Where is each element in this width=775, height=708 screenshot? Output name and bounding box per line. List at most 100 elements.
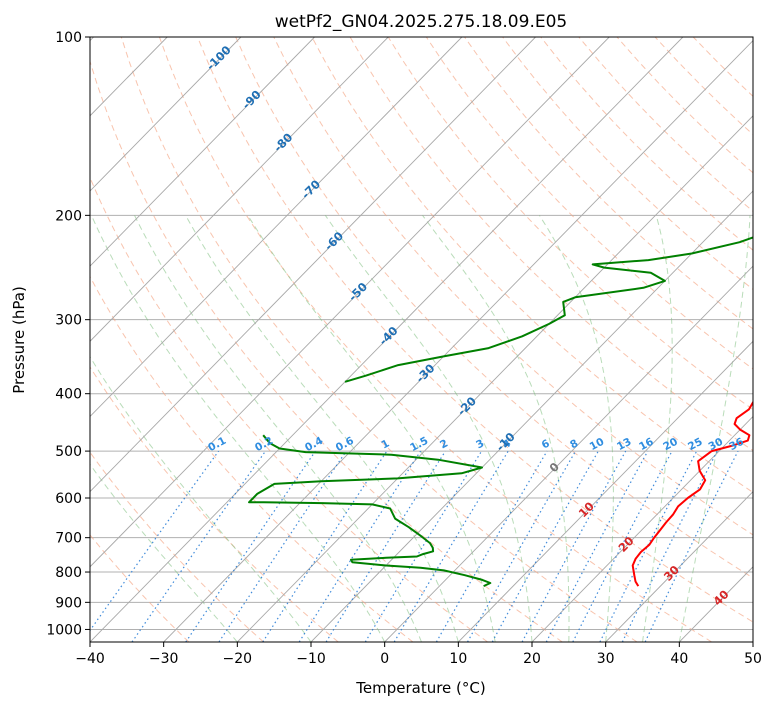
isotherm-label: -20 [454, 394, 479, 419]
dry-adiabat-line [349, 37, 753, 452]
mixing-ratio-line [491, 450, 599, 642]
isotherm-line [90, 37, 242, 192]
y-tick-label: 500 [55, 444, 82, 460]
mixing-ratio-line [364, 450, 483, 642]
moist-adiabat-line [538, 215, 614, 642]
y-tick-label: 200 [55, 208, 82, 224]
mixing-ratio-label: 25 [686, 436, 705, 453]
isotherm-line [605, 491, 753, 642]
isotherm-label: 30 [661, 563, 682, 584]
sounding-profiles [248, 236, 753, 588]
y-tick-label: 300 [55, 313, 82, 329]
mixing-ratio-line [90, 450, 220, 632]
mixing-ratio-label: 30 [707, 436, 726, 453]
moist-adiabat-line [134, 215, 422, 642]
x-axis-label: Temperature (°C) [355, 679, 485, 697]
dry-adiabat-line [235, 37, 753, 579]
isotherm-line [90, 37, 610, 568]
y-tick-label: 100 [55, 30, 82, 46]
isotherm-label: 40 [710, 587, 731, 608]
axes: −40 −30 −20 −10 0 10 20 30 40 50 100 200 300 400 500 60… [46, 30, 762, 667]
mixing-ratio-label: 2 [438, 437, 450, 451]
isotherm-label: -100 [204, 43, 234, 73]
sounding-trace [344, 236, 753, 383]
y-tick-label: 1000 [46, 622, 82, 638]
isotherm-line [90, 37, 463, 418]
dry-adiabat-line [654, 37, 753, 136]
isotherm-line [458, 340, 753, 642]
moist-adiabat-line [678, 215, 751, 642]
mixing-ratio-label: 13 [615, 436, 634, 453]
isotherm-line [90, 37, 315, 267]
moist-adiabat-line [90, 215, 386, 642]
y-tick-label: 600 [55, 491, 82, 507]
chart-title: wetPf2_GN04.2025.275.18.09.E05 [275, 12, 567, 32]
y-tick-label: 700 [55, 531, 82, 547]
mixing-ratio-line [393, 450, 509, 642]
isotherm-label: 20 [615, 534, 636, 555]
isotherm-label: -90 [239, 87, 264, 112]
isotherm-line [531, 415, 753, 642]
dry-adiabat-line [120, 37, 638, 642]
isotherm-label: -80 [271, 130, 296, 155]
x-tick-label: −30 [149, 651, 179, 667]
mixing-ratio-line [185, 450, 316, 642]
isotherm-label: -30 [413, 361, 438, 386]
isotherm-line [752, 641, 753, 642]
dry-adiabat-line [90, 176, 488, 642]
mixing-ratio-line [621, 450, 718, 642]
moist-adiabat-line [324, 215, 533, 642]
moist-adiabat-line [422, 215, 570, 642]
x-tick-label: −20 [223, 651, 253, 667]
x-tick-label: 10 [449, 651, 467, 667]
isotherm-label: 10 [576, 499, 597, 520]
x-tick-label: 0 [380, 651, 389, 667]
sounding-trace [631, 400, 753, 587]
dry-adiabat-line [90, 534, 190, 642]
mixing-ratio-line [521, 450, 627, 642]
moist-adiabat-line [90, 355, 312, 642]
isotherm-line [237, 115, 753, 642]
plot-frame [89, 36, 754, 643]
dry-adiabat-line [502, 37, 753, 290]
sounding-trace [248, 434, 492, 588]
dry-adiabat-line [692, 37, 753, 98]
dry-adiabat-line [273, 37, 753, 536]
moist-adiabat-line [247, 215, 496, 642]
dry-adiabat-line [90, 451, 264, 642]
isotherm-line [90, 37, 684, 642]
mixing-ratio-label: 10 [588, 436, 607, 453]
isotherm-lines [90, 37, 753, 642]
isotherm-label: -10 [493, 429, 518, 454]
x-tick-label: −40 [75, 651, 105, 667]
isotherm-line [310, 190, 753, 642]
y-tick-label: 900 [55, 595, 82, 611]
mixing-ratio-line [298, 450, 422, 642]
mixing-ratio-line [325, 450, 446, 642]
moist-adiabat-line [642, 215, 673, 642]
x-tick-label: 30 [597, 651, 615, 667]
mixing-ratio-line [131, 450, 266, 642]
mixing-ratio-line [466, 450, 577, 642]
x-tick-label: −10 [296, 651, 326, 667]
isotherm-label: -70 [299, 177, 324, 202]
dry-adiabat-line [90, 59, 563, 642]
y-tick-label: 800 [55, 565, 82, 581]
dry-adiabat-line [311, 37, 753, 493]
isotherm-line [90, 37, 536, 493]
mixing-ratio-line [435, 450, 548, 642]
x-tick-label: 50 [744, 651, 762, 667]
x-tick-label: 20 [523, 651, 541, 667]
mixing-ratio-lines [90, 450, 739, 642]
x-tick-label: 40 [670, 651, 688, 667]
y-tick-label: 400 [55, 387, 82, 403]
y-axis-label: Pressure (hPa) [10, 286, 28, 394]
isotherm-line [163, 39, 753, 642]
mixing-ratio-label: 20 [661, 436, 680, 453]
mixing-ratio-label: 16 [637, 436, 656, 453]
mixing-ratio-label: 36 [727, 436, 746, 453]
mixing-ratio-line [262, 450, 388, 642]
isotherm-line [679, 566, 753, 642]
isotherm-line [384, 265, 753, 642]
